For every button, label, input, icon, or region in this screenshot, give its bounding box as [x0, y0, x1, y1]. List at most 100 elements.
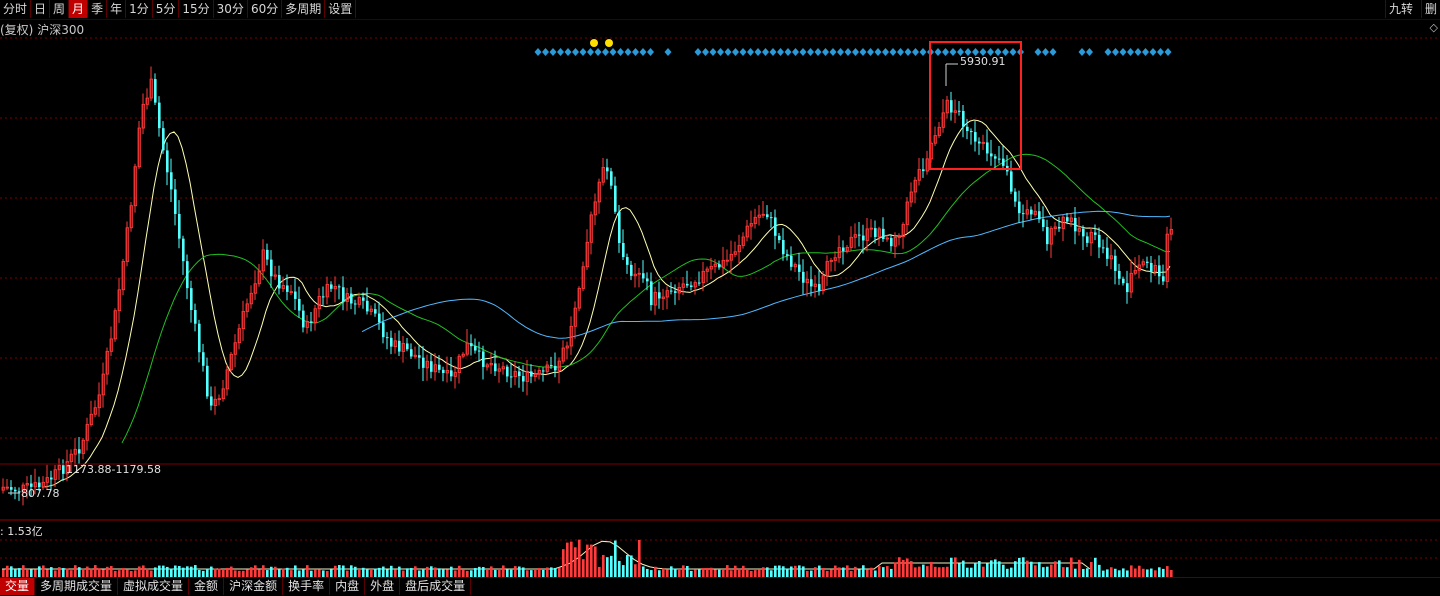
candle-body	[810, 279, 813, 287]
candle-body	[1158, 265, 1161, 277]
volume-bar	[290, 570, 293, 577]
candle-body	[1058, 226, 1061, 229]
volume-bar	[434, 567, 437, 577]
candle-body	[622, 242, 625, 258]
period-button-7[interactable]: 5分	[153, 0, 180, 18]
indicator-tab-6[interactable]: 内盘	[330, 578, 366, 595]
volume-bar	[214, 568, 217, 577]
candle-body	[1033, 210, 1037, 215]
indicator-tab-7[interactable]: 外盘	[365, 578, 401, 595]
candle-body	[565, 345, 569, 349]
volume-bar	[814, 567, 817, 577]
period-button-6[interactable]: 1分	[126, 0, 153, 18]
candle-body	[802, 271, 805, 283]
period-button-0[interactable]: 分时	[0, 0, 32, 18]
candle-body	[406, 343, 409, 350]
candle-body	[266, 249, 269, 260]
period-button-8[interactable]: 15分	[179, 0, 214, 18]
volume-bar	[82, 568, 85, 577]
nine-turn-button[interactable]: 九转	[1384, 0, 1416, 18]
candle-body	[945, 99, 949, 114]
candle-body	[278, 274, 281, 289]
period-button-10[interactable]: 60分	[248, 0, 283, 18]
volume-bar	[234, 570, 237, 577]
volume-bar	[542, 569, 545, 577]
candle-body	[713, 263, 717, 267]
candle-body	[93, 407, 97, 415]
volume-bar	[1158, 567, 1161, 577]
volume-bar	[782, 566, 785, 577]
signal-diamond-icon	[904, 48, 912, 56]
signal-diamond-icon	[557, 48, 564, 56]
volume-bar	[186, 566, 189, 577]
candle-body	[33, 482, 37, 488]
period-button-11[interactable]: 多周期	[282, 0, 326, 18]
indicator-tab-2[interactable]: 虚拟成交量	[118, 578, 190, 595]
period-button-4[interactable]: 季	[88, 0, 108, 18]
candle-body	[1146, 261, 1149, 263]
volume-bar	[574, 547, 577, 577]
volume-bar	[690, 570, 693, 577]
indicator-tab-4[interactable]: 沪深金额	[224, 578, 284, 595]
indicator-tab-5[interactable]: 换手率	[283, 578, 331, 595]
volume-bar	[738, 568, 741, 577]
volume-bar	[1010, 567, 1013, 577]
candle-body	[766, 214, 769, 218]
volume-bar	[198, 569, 201, 577]
volume-bar	[642, 566, 645, 577]
volume-bar	[1142, 568, 1145, 577]
candle-body	[757, 214, 761, 218]
delete-button[interactable]: 删	[1420, 0, 1440, 18]
candle-body	[958, 110, 961, 112]
indicator-tab-3[interactable]: 金额	[189, 578, 225, 595]
candle-body	[1066, 217, 1069, 222]
indicator-tab-8[interactable]: 盘后成交量	[400, 578, 472, 595]
volume-bar	[610, 555, 613, 577]
signal-diamond-icon	[664, 48, 672, 56]
candle-body	[537, 370, 541, 375]
volume-bar	[582, 559, 585, 577]
volume-bar	[958, 563, 961, 577]
volume-bar	[1026, 560, 1029, 577]
settings-gear-icon[interactable]: ◇	[1429, 21, 1438, 34]
volume-bar	[874, 570, 877, 577]
signal-diamond-icon	[844, 48, 852, 56]
candle-body	[10, 487, 13, 490]
volume-bar	[270, 566, 273, 577]
volume-bar	[390, 565, 393, 577]
volume-bar	[1134, 568, 1137, 577]
volume-bar	[482, 567, 485, 577]
period-button-12[interactable]: 设置	[325, 0, 357, 18]
indicator-tab-1[interactable]: 多周期成交量	[35, 578, 119, 595]
candle-body	[933, 135, 937, 144]
signal-diamond-icon	[594, 48, 602, 56]
period-button-3[interactable]: 月	[69, 0, 89, 18]
indicator-tab-0[interactable]: 交量	[0, 578, 36, 595]
signal-diamond-icon	[822, 48, 829, 56]
candle-body	[137, 127, 141, 168]
candle-body	[1014, 191, 1017, 202]
period-button-1[interactable]: 日	[31, 0, 51, 18]
volume-bar	[1138, 565, 1141, 577]
period-button-5[interactable]: 年	[107, 0, 127, 18]
candle-body	[853, 234, 857, 238]
signal-diamond-icon	[549, 48, 557, 56]
candle-body	[677, 286, 681, 294]
candle-body	[442, 369, 445, 373]
candle-body	[994, 156, 997, 159]
period-button-9[interactable]: 30分	[214, 0, 248, 18]
candle-body	[986, 142, 989, 154]
candle-body	[522, 376, 525, 382]
candle-body	[753, 216, 757, 224]
volume-bar	[1126, 570, 1129, 577]
candle-body	[905, 201, 909, 225]
candlesticks	[1, 66, 1173, 506]
period-button-2[interactable]: 周	[50, 0, 70, 18]
volume-bar	[702, 568, 705, 577]
candle-body	[981, 142, 985, 144]
signal-diamond-icon	[709, 48, 717, 56]
volume-bar	[530, 570, 533, 577]
volume-bar	[1130, 565, 1133, 577]
candle-body	[121, 261, 125, 291]
